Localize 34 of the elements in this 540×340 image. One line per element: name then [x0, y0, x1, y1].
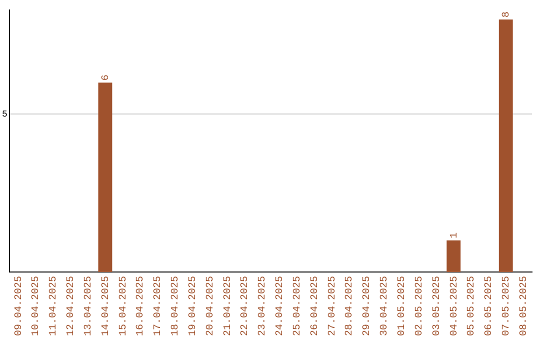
- data-label: 1: [449, 232, 460, 238]
- x-tick-label: 01.05.2025: [396, 276, 408, 336]
- x-tick-label: 05.05.2025: [466, 276, 478, 336]
- data-label: 6: [100, 74, 112, 81]
- x-tick-label: 12.04.2025: [66, 276, 78, 336]
- x-tick-label: 17.04.2025: [153, 276, 164, 336]
- x-tick-label: 10.04.2025: [31, 276, 42, 336]
- x-tick-label: 03.05.2025: [432, 276, 443, 336]
- x-tick-label: 26.04.2025: [310, 276, 321, 336]
- x-tick-label: 18.04.2025: [170, 276, 182, 336]
- x-tick-label: 27.04.2025: [327, 276, 338, 336]
- data-label: 8: [502, 11, 513, 18]
- x-tick-label: 02.05.2025: [414, 276, 426, 336]
- x-tick-label: 20.04.2025: [205, 276, 216, 336]
- x-tick-label: 21.04.2025: [222, 276, 234, 336]
- x-tick-label: 13.04.2025: [83, 276, 94, 336]
- x-tick-label: 30.04.2025: [380, 276, 391, 336]
- x-tick-label: 24.04.2025: [275, 276, 286, 336]
- x-tick-label: 19.04.2025: [188, 276, 199, 336]
- x-tick-label: 16.04.2025: [136, 276, 147, 336]
- x-tick-label: 14.04.2025: [100, 276, 112, 336]
- x-tick-label: 11.04.2025: [48, 276, 60, 336]
- x-tick-label: 15.04.2025: [118, 276, 130, 336]
- x-tick-label: 22.04.2025: [240, 276, 252, 336]
- x-tick-label: 29.04.2025: [362, 276, 374, 336]
- x-tick-label: 25.04.2025: [292, 276, 304, 336]
- x-tick-label: 23.04.2025: [258, 276, 269, 336]
- x-tick-label: 04.05.2025: [449, 276, 460, 336]
- x-tick-label: 06.05.2025: [484, 276, 496, 336]
- x-tick-label: 08.05.2025: [518, 276, 530, 336]
- x-tick-label: 28.04.2025: [344, 276, 356, 336]
- y-tick-label: 5: [2, 110, 8, 120]
- x-tick-label: 07.05.2025: [502, 276, 513, 336]
- x-tick-label: 09.04.2025: [14, 276, 25, 336]
